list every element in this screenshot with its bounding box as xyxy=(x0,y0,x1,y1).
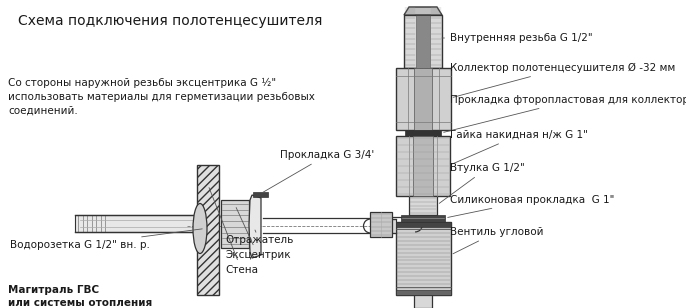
Text: Магитраль ГВС
или системы отопления: Магитраль ГВС или системы отопления xyxy=(8,285,152,308)
Text: Прокладка фторопластовая для коллектора: Прокладка фторопластовая для коллектора xyxy=(444,95,686,132)
Text: Втулка G 1/2": Втулка G 1/2" xyxy=(439,163,525,203)
Bar xyxy=(405,130,441,136)
Bar xyxy=(396,290,451,295)
Bar xyxy=(75,215,197,232)
Text: Схема подключения полотенцесушителя: Схема подключения полотенцесушителя xyxy=(18,14,322,28)
Bar xyxy=(197,165,219,295)
Bar xyxy=(396,222,451,295)
Polygon shape xyxy=(249,195,261,258)
Text: Стена: Стена xyxy=(209,188,258,275)
Text: Вентиль угловой: Вентиль угловой xyxy=(450,227,543,254)
Bar xyxy=(396,222,451,227)
Ellipse shape xyxy=(193,204,207,253)
Text: Отражатель: Отражатель xyxy=(225,230,294,245)
Bar xyxy=(370,212,392,237)
Bar xyxy=(409,196,437,215)
Bar xyxy=(413,136,433,196)
Bar xyxy=(253,192,268,197)
Bar xyxy=(370,219,396,233)
Text: Силиконовая прокладка  G 1": Силиконовая прокладка G 1" xyxy=(448,195,615,217)
Text: Коллектор полотенцесушителя Ø -32 мм: Коллектор полотенцесушителя Ø -32 мм xyxy=(450,63,675,97)
Text: Со стороны наружной резьбы эксцентрика G ½"
использовать материалы для герметиза: Со стороны наружной резьбы эксцентрика G… xyxy=(8,78,315,116)
Text: Эксцентрик: Эксцентрик xyxy=(225,208,291,260)
Bar xyxy=(414,68,432,130)
Text: Прокладка G 3/4': Прокладка G 3/4' xyxy=(263,150,375,192)
Bar xyxy=(221,200,249,248)
Polygon shape xyxy=(404,7,442,15)
Bar xyxy=(416,15,430,68)
Bar xyxy=(396,136,450,196)
Bar xyxy=(401,215,445,222)
Bar xyxy=(404,15,442,68)
Bar xyxy=(396,68,451,130)
Text: Водорозетка G 1/2" вн. р.: Водорозетка G 1/2" вн. р. xyxy=(10,229,202,250)
Text: Гайка накидная н/ж G 1": Гайка накидная н/ж G 1" xyxy=(450,130,588,164)
Bar xyxy=(414,295,432,308)
Text: Внутренняя резьба G 1/2": Внутренняя резьба G 1/2" xyxy=(442,33,593,43)
